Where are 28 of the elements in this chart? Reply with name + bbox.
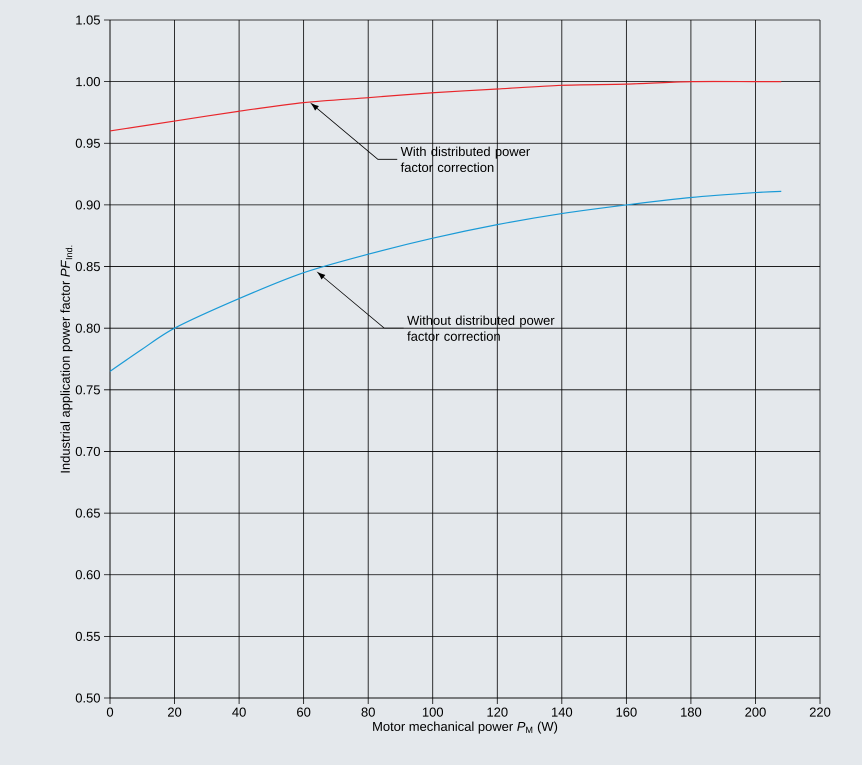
- x-tick-label: 20: [168, 708, 182, 717]
- x-axis-title: Motor mechanical power P$_{M}$ (W): [373, 722, 558, 734]
- y-tick-label: 0.75: [76, 385, 100, 394]
- x-tick-label: 120: [487, 708, 508, 717]
- x-tick-label: 40: [232, 708, 246, 717]
- y-tick-label: 1.00: [76, 77, 100, 86]
- y-tick-label: 0.55: [76, 632, 100, 641]
- x-tick-label: 80: [362, 708, 375, 717]
- y-tick-label: 0.90: [76, 200, 100, 210]
- y-axis-title: Industrial application power factor PF$_{Ind.}$: [60, 246, 72, 472]
- y-tick-label: 0.85: [76, 262, 100, 272]
- y-tick-label: 0.65: [76, 508, 100, 518]
- x-tick-label: 180: [681, 708, 702, 717]
- y-tick-label: 0.95: [76, 138, 100, 148]
- y-tick-label: 0.50: [76, 693, 100, 703]
- line-series: [109, 80, 782, 132]
- y-tick-label: 0.80: [76, 324, 100, 333]
- x-tick-label: 60: [297, 708, 310, 717]
- x-tick-label: 140: [552, 708, 572, 717]
- y-tick-label: 0.70: [76, 446, 100, 456]
- x-tick-label: 160: [616, 708, 637, 717]
- x-tick-label: 220: [810, 708, 830, 717]
- y-tick-label: 1.05: [76, 15, 100, 25]
- x-tick-label: 0: [106, 708, 114, 717]
- y-tick-label: 0.60: [76, 570, 100, 580]
- line-series: [109, 190, 782, 372]
- x-tick-label: 200: [745, 708, 766, 717]
- x-tick-label: 100: [422, 708, 444, 717]
